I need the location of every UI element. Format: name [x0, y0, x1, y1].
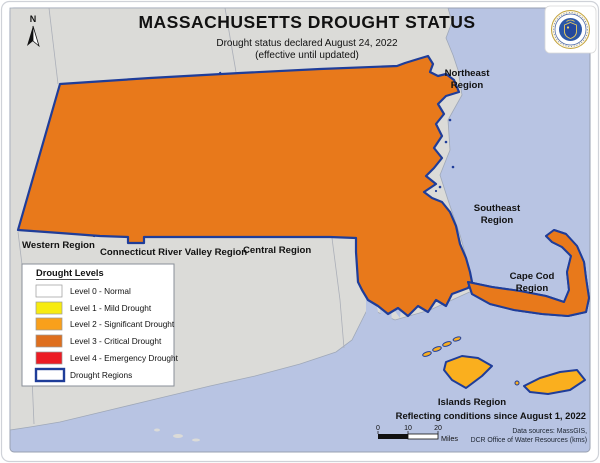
reflecting-conditions-note: Reflecting conditions since August 1, 20… — [396, 410, 586, 421]
legend-swatch-level4 — [35, 351, 63, 365]
page-subtitle-note: (effective until updated) — [255, 50, 359, 61]
vt-nh-border — [224, 7, 237, 73]
label-cape-cod-region-line1: Cape Cod — [510, 271, 555, 282]
data-sources-line2: DCR Office of Water Resources (kms) — [471, 437, 587, 444]
legend-label-level4: Level 4 - Emergency Drought — [70, 353, 179, 363]
legend-label-level1: Level 1 - Mild Drought — [70, 303, 152, 313]
seal-shield — [564, 22, 577, 39]
page-title: MASSACHUSETTS DROUGHT STATUS — [138, 12, 475, 32]
north-arrow-right-half — [32, 25, 40, 48]
label-cape-cod-region-line2: Region — [516, 283, 549, 294]
label-central-region: Central Region — [243, 245, 311, 256]
marthas-vineyard-island — [443, 355, 493, 389]
scale-bar: 0 10 20 Miles — [376, 425, 458, 443]
scale-bar-filled-segment — [378, 434, 408, 439]
legend-title: Drought Levels — [36, 268, 104, 278]
north-arrow: N — [27, 14, 40, 48]
legend-swatch-level1 — [35, 301, 63, 315]
legend-label-level0: Level 0 - Normal — [70, 286, 131, 296]
label-western-region: Western Region — [22, 240, 95, 251]
label-southeast-region-line2: Region — [481, 215, 514, 226]
data-sources-line1: Data sources: MassGIS, — [512, 428, 587, 435]
legend-swatch-level3 — [35, 334, 63, 348]
ct-coast-islets — [154, 428, 200, 442]
label-connecticut-river-valley-region: Connecticut River Valley Region — [100, 247, 247, 258]
coastal-islets — [434, 118, 455, 193]
label-southeast-region-line1: Southeast — [474, 203, 521, 214]
scale-tick-0: 0 — [376, 425, 380, 432]
label-islands-region: Islands Region — [438, 397, 506, 408]
scale-unit-label: Miles — [441, 434, 458, 443]
seal-arm-crest — [566, 19, 575, 22]
north-arrow-label: N — [30, 14, 37, 24]
seal-star — [566, 26, 570, 29]
massachusetts-state-seal — [544, 5, 597, 54]
elizabeth-islands — [422, 336, 462, 357]
label-northeast-region-line1: Northeast — [445, 68, 491, 79]
legend-swatch-drought-regions — [34, 367, 66, 383]
legend-label-drought-regions: Drought Regions — [70, 370, 132, 380]
page-subtitle-date: Drought status declared August 24, 2022 — [216, 38, 398, 49]
north-arrow-left-half — [27, 26, 33, 46]
seal-ring-text-dots — [553, 12, 588, 47]
legend-swatch-level0 — [35, 284, 63, 298]
ct-ri-border — [331, 237, 345, 349]
legend-label-level3: Level 3 - Critical Drought — [70, 336, 162, 346]
legend-swatch-level2 — [35, 317, 63, 331]
nantucket-island — [523, 369, 586, 395]
legend-label-level2: Level 2 - Significant Drought — [70, 319, 175, 329]
legend: Drought Levels Level 0 - Normal Level 1 … — [21, 263, 179, 387]
ny-vt-border — [48, 7, 59, 85]
scale-bar-open-segment — [407, 433, 439, 440]
scale-tick-10: 10 — [404, 425, 412, 432]
label-northeast-region-line2: Region — [451, 80, 484, 91]
scale-tick-20: 20 — [434, 425, 442, 432]
tuckernuck-islet — [514, 380, 520, 386]
